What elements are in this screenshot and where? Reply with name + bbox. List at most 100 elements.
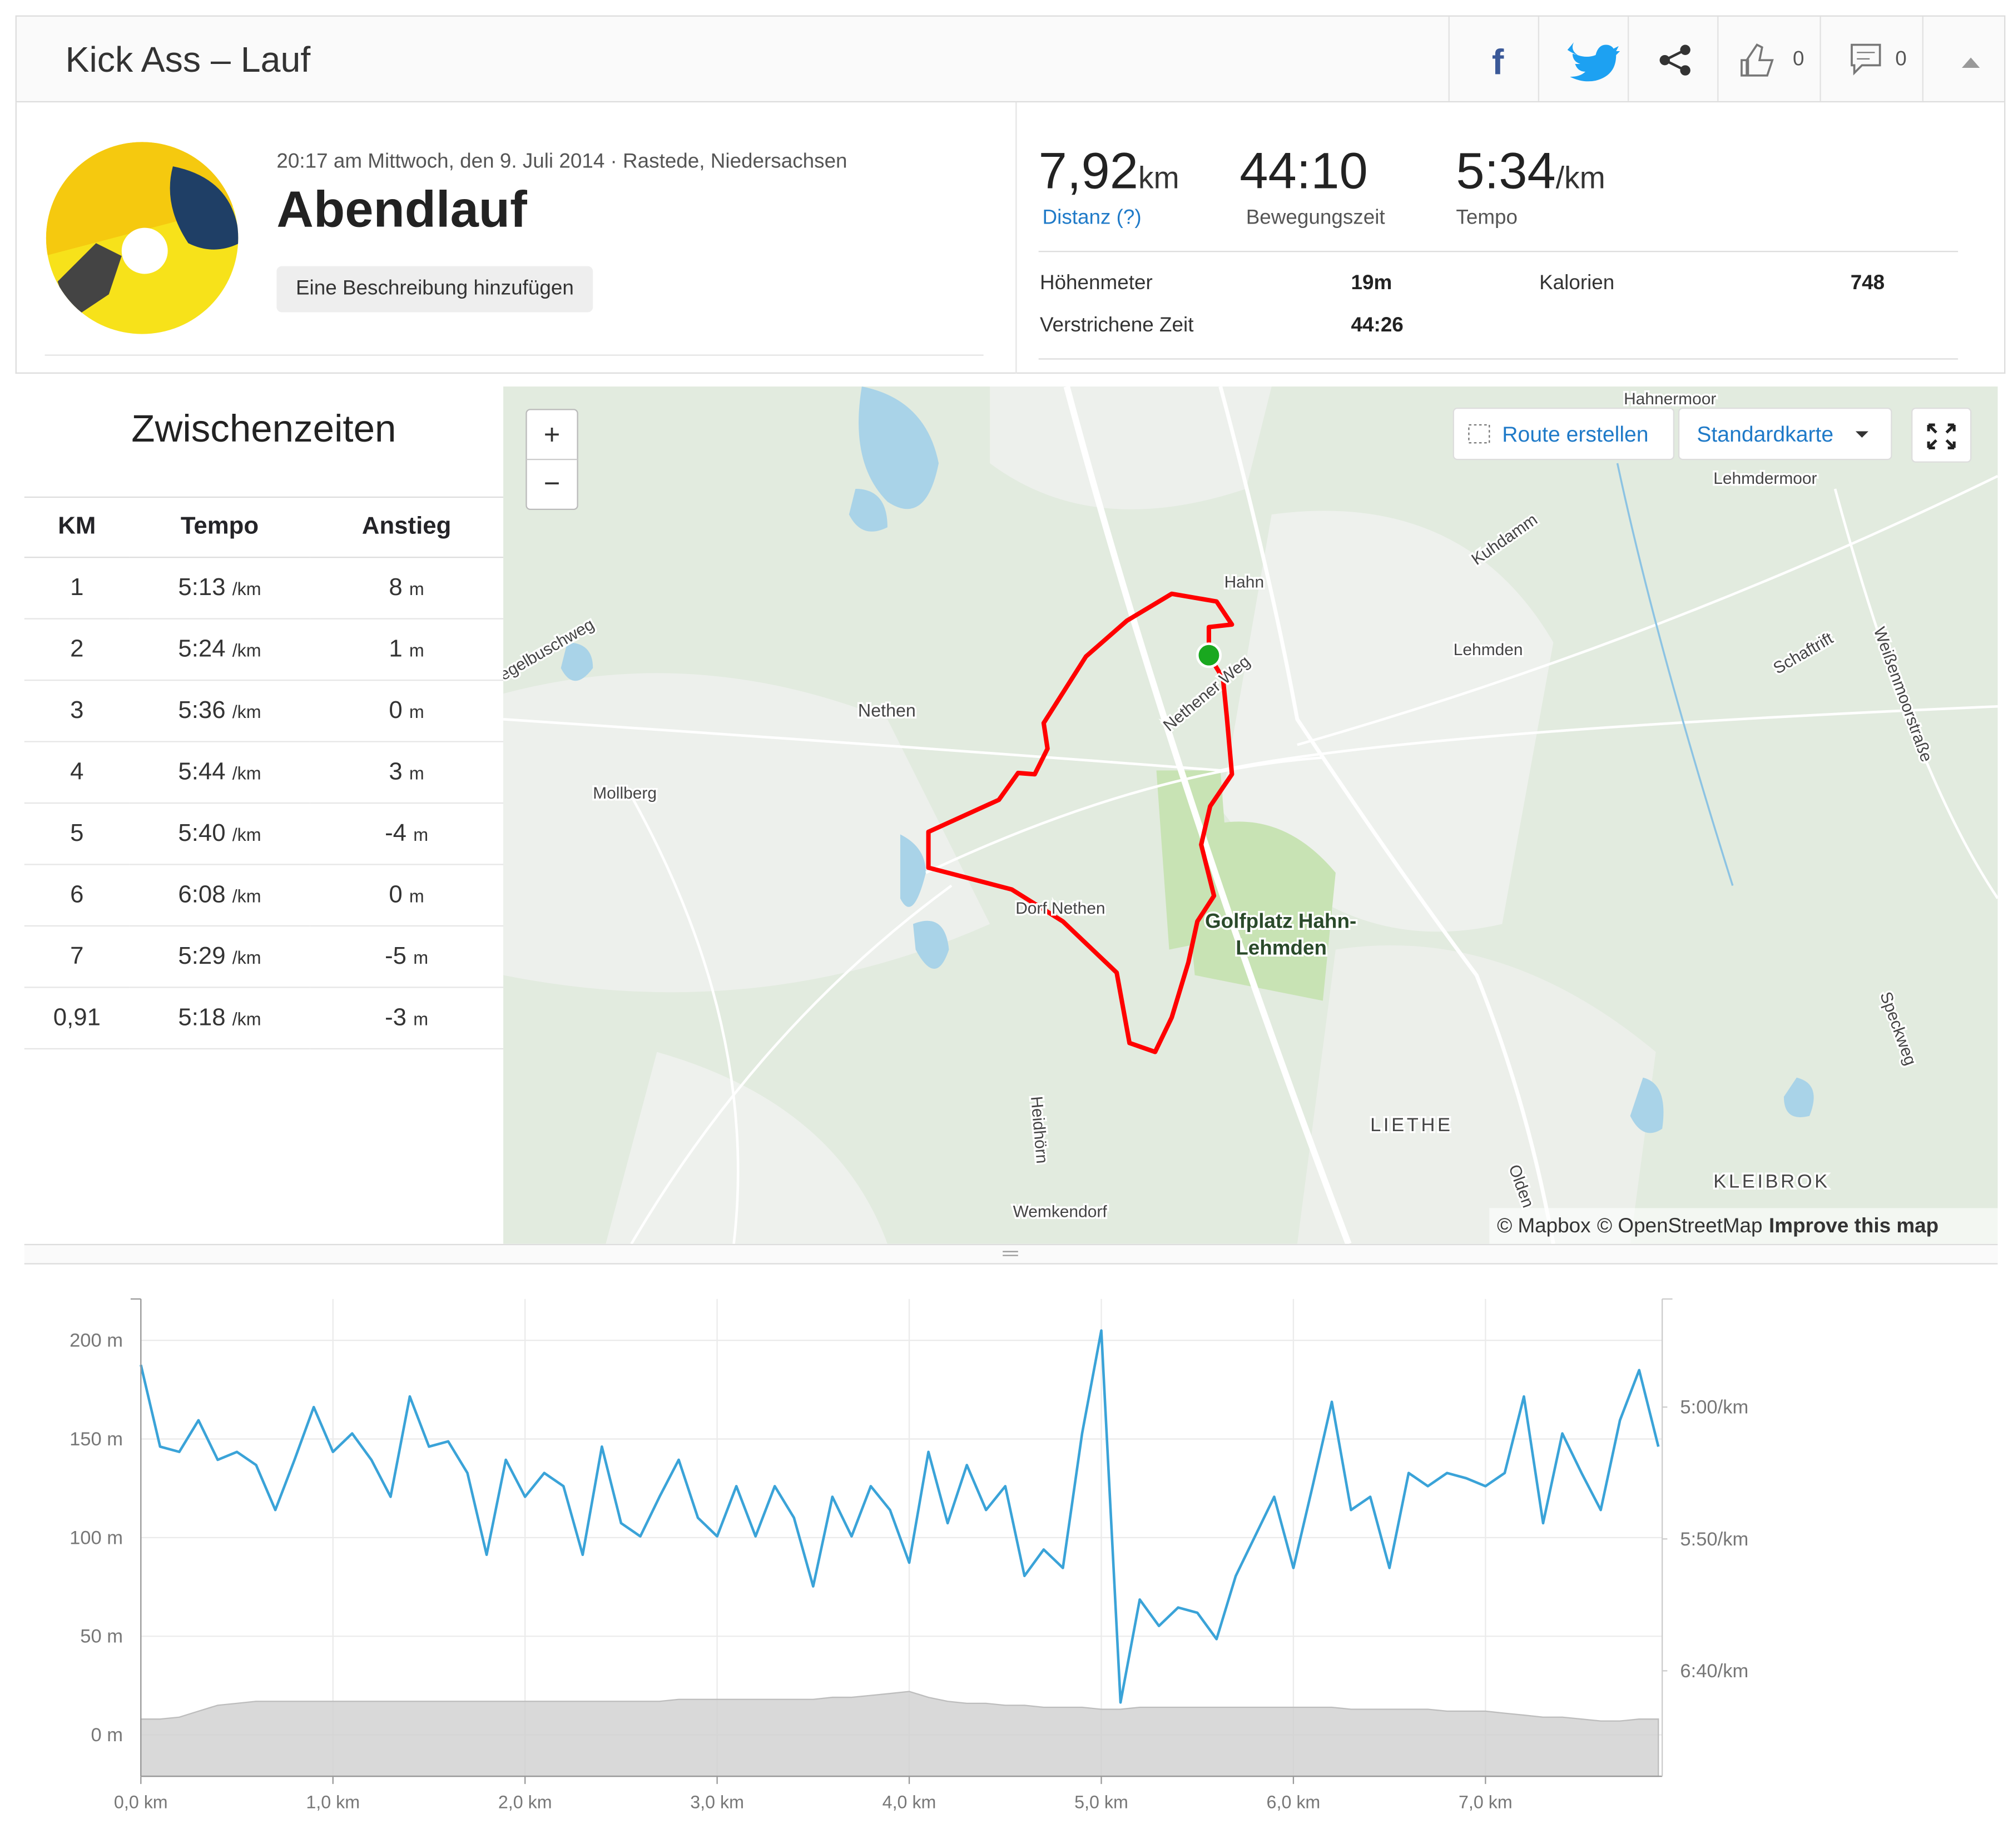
split-pace-unit: /km (232, 823, 261, 844)
kudos-count: 0 (1793, 48, 1804, 71)
route-button-bg (1452, 407, 1675, 460)
split-pace: 5:29 (178, 942, 226, 970)
pace-unit: /km (1555, 161, 1605, 196)
x-tick-label: 2,0 km (498, 1792, 552, 1812)
split-pace-cell: 5:29 /km (129, 925, 310, 988)
map-area (990, 386, 1272, 509)
split-pace-cell: 5:13 /km (129, 557, 310, 620)
map-area (503, 673, 990, 993)
twitter-button[interactable] (1538, 16, 1629, 101)
moving-time-label: Bewegungszeit (1246, 207, 1385, 229)
split-elev-unit: m (409, 577, 424, 598)
svg-text:f: f (1492, 42, 1504, 82)
road (630, 795, 740, 1244)
water (900, 834, 926, 907)
activity-name: Abendlauf (276, 181, 527, 239)
x-tick-label: 6,0 km (1267, 1792, 1321, 1812)
attribution-part: © OpenStreetMap (1597, 1214, 1762, 1237)
divider (1038, 358, 1959, 360)
y-tick-label: 50 m (80, 1626, 123, 1647)
split-row: 0,91 5:18 /km -3 m (24, 987, 504, 1049)
map-label: Mollberg (593, 784, 657, 802)
map-label: Lehmden (1236, 937, 1327, 959)
avatar (46, 142, 239, 334)
split-pace: 5:36 (178, 697, 226, 724)
x-tick-label: 0,0 km (114, 1792, 168, 1812)
zoom-out-button[interactable]: − (544, 467, 561, 499)
route-icon (1468, 424, 1490, 444)
split-pace-cell: 5:24 /km (129, 618, 310, 681)
style-button-bg (1678, 407, 1892, 460)
split-pace-cell: 5:40 /km (129, 803, 310, 865)
header-bar: Kick Ass – Lauf f 0 0 (15, 15, 2008, 103)
y-tick-label: 150 m (70, 1429, 123, 1450)
attribution: © Mapbox © OpenStreetMap Improve this map (1497, 1214, 1938, 1237)
split-pace-unit: /km (232, 946, 261, 967)
water (859, 386, 939, 509)
activity-type-title: Kick Ass – Lauf (65, 39, 311, 80)
distance-unit: km (1138, 161, 1179, 196)
comment-button[interactable]: 0 (1819, 16, 1923, 101)
stream (1616, 463, 1734, 886)
attribution-bg (1489, 1208, 1998, 1244)
water (913, 920, 949, 969)
split-pace: 6:08 (178, 881, 226, 908)
split-elev: -4 (385, 819, 407, 847)
divider (1038, 251, 1959, 252)
road (1218, 386, 1555, 1244)
split-pace-unit: /km (232, 1008, 261, 1029)
stat-label: Kalorien (1539, 273, 1615, 295)
route (926, 591, 1234, 1054)
split-km: 6 (24, 864, 130, 927)
water (849, 489, 888, 532)
elevation-area (140, 1691, 1659, 1777)
map-area (606, 1052, 888, 1244)
fullscreen-button[interactable] (1911, 407, 1972, 463)
collapse-button[interactable] (1922, 16, 2008, 101)
map-label: Wemkendorf (1013, 1202, 1108, 1221)
split-pace-cell: 5:36 /km (129, 680, 310, 742)
split-km: 2 (24, 618, 130, 681)
y-tick-label: 0 m (91, 1725, 123, 1746)
split-elev-unit: m (413, 946, 429, 967)
split-pace: 5:44 (178, 758, 226, 785)
map-label: Dorf Nethen (1015, 899, 1105, 918)
fullscreen-icon (1927, 423, 1956, 449)
split-row: 3 5:36 /km 0 m (24, 680, 504, 742)
split-elev-unit: m (413, 1008, 429, 1029)
route-button[interactable]: Route erstellen (1502, 423, 1648, 447)
stat-label: Höhenmeter (1039, 273, 1153, 295)
facebook-button[interactable]: f (1448, 16, 1540, 101)
share-button[interactable] (1627, 16, 1719, 101)
road (925, 756, 1323, 874)
add-description-button[interactable]: Eine Beschreibung hinzufügen (276, 266, 593, 313)
map-label: Hahnermoor (1624, 390, 1716, 408)
split-row: 7 5:29 /km -5 m (24, 925, 504, 988)
resize-handle[interactable] (24, 1243, 1998, 1265)
split-elev: 8 (389, 574, 403, 601)
x-tick-label: 5,0 km (1074, 1792, 1128, 1812)
kudos-button[interactable]: 0 (1717, 16, 1821, 101)
split-pace-unit: /km (232, 700, 261, 721)
split-km: 7 (24, 925, 130, 988)
start-marker (1196, 642, 1222, 668)
road (1297, 474, 1998, 746)
stat-value: 19m (1351, 273, 1392, 295)
road (630, 884, 953, 1244)
road (1063, 386, 1352, 1244)
stat-label: Verstrichene Zeit (1039, 315, 1194, 337)
column-header: Tempo (129, 498, 310, 558)
split-elev-unit: m (409, 762, 424, 783)
comment-count: 0 (1895, 48, 1907, 71)
distance-label[interactable]: Distanz (?) (1042, 207, 1142, 229)
split-elev: 3 (389, 758, 403, 785)
dropdown-caret (1855, 431, 1868, 438)
style-button[interactable]: Standardkarte (1697, 423, 1833, 447)
attribution-part[interactable]: Improve this map (1769, 1214, 1938, 1237)
map-area (1220, 511, 1554, 932)
zoom-in-button[interactable]: + (544, 419, 561, 450)
stat-value: 44:26 (1351, 315, 1404, 337)
